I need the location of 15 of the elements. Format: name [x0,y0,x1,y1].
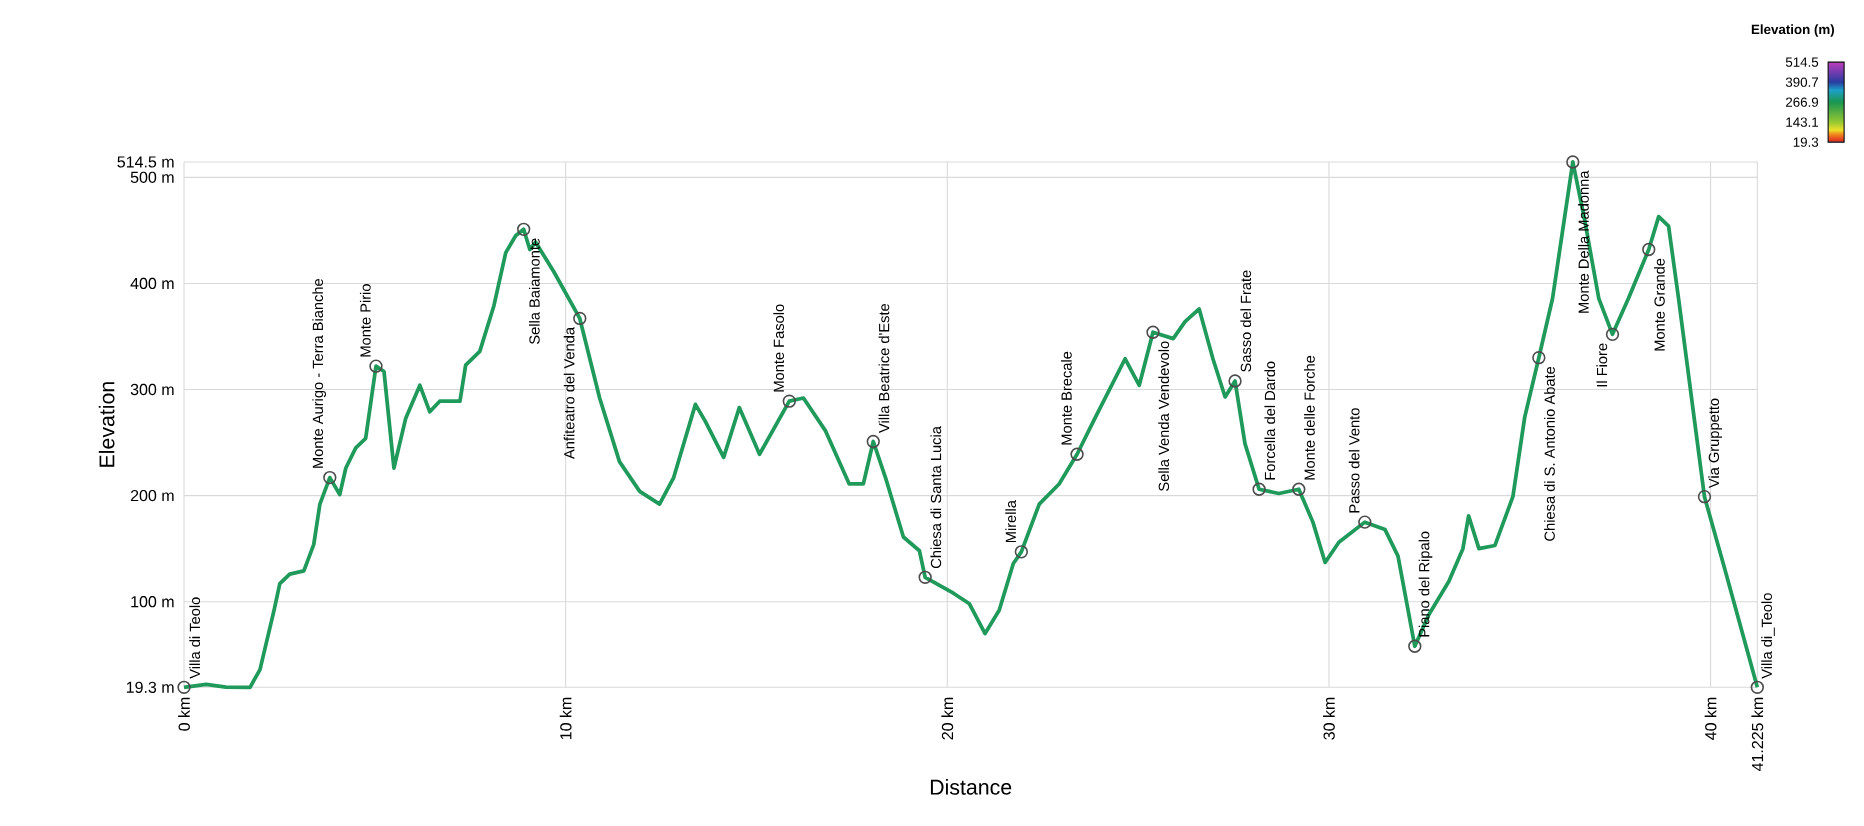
x-tick-label: 40 km [1704,697,1717,740]
y-axis-title: Elevation [98,382,115,467]
y-tick-label: 100 m [131,596,174,608]
x-axis-title: Distance [930,779,1012,795]
x-tick-label: 10 km [559,697,572,740]
y-tick-label: 500 m [130,171,174,184]
x-tick-label: 20 km [941,697,954,740]
x-tick-label: 0 km [178,697,190,731]
y-tick-label: 300 m [130,383,174,396]
y-tick-label: 19.3 m [126,681,174,693]
y-tick-label: 200 m [130,489,174,502]
y-tick-label: 514.5 m [117,156,174,168]
y-tick-label: 400 m [130,277,174,290]
x-tick-label: 41.225 km [1751,697,1764,772]
x-tick-label: 30 km [1323,697,1335,740]
